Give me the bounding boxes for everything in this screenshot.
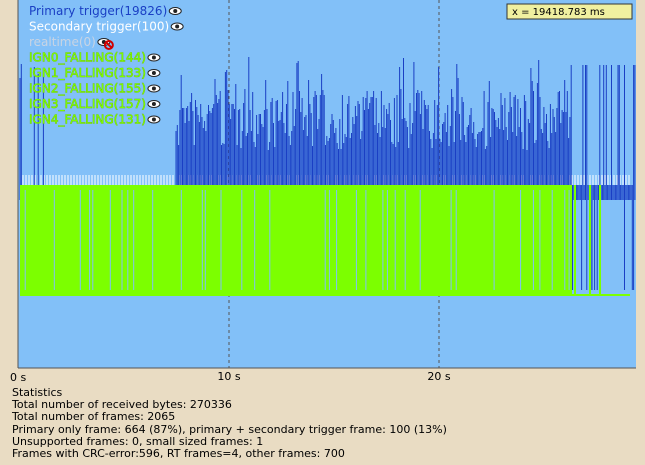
legend-label[interactable]: IGN2_FALLING(155) [29, 81, 147, 96]
visibility-toggle[interactable] [147, 69, 161, 77]
statistics-line: Total number of frames: 2065 [12, 410, 176, 424]
legend-label[interactable]: realtime(0) [29, 35, 96, 49]
legend-label[interactable]: IGN0_FALLING(144) [29, 50, 147, 65]
cursor-readout-box [506, 3, 633, 20]
time-tick-label: 0 s [10, 371, 26, 384]
eye-pupil [151, 102, 156, 106]
eye-pupil [151, 55, 156, 60]
statistics: Statistics Total number of received byte… [12, 386, 447, 461]
statistics-line: Total number of received bytes: 270336 [12, 398, 232, 412]
visibility-toggle[interactable] [147, 115, 161, 124]
statistics-line: Primary only frame: 664 (87%), primary +… [12, 422, 447, 436]
visibility-toggle[interactable] [147, 100, 161, 108]
legend-label[interactable]: Primary trigger(19826) [29, 4, 167, 18]
statistics-line: Unsupported frames: 0, small sized frame… [12, 434, 264, 448]
visibility-toggle[interactable] [97, 38, 114, 50]
visibility-toggle[interactable] [147, 53, 161, 62]
legend-label[interactable]: IGN1_FALLING(133) [29, 66, 147, 81]
legend-label[interactable]: Secondary trigger(100) [29, 20, 169, 34]
eye-pupil [175, 24, 180, 29]
eye-pupil [151, 71, 156, 75]
hidden-slash [105, 41, 113, 49]
ign-gaps [24, 190, 570, 290]
eye-pupil [151, 86, 156, 91]
ign-band [20, 185, 572, 295]
signal-plot: Primary trigger(19826) Secondary trigger(… [10, 0, 636, 384]
time-tick-label: 20 s [427, 370, 450, 383]
eye-pupil [173, 9, 178, 13]
visibility-toggle[interactable] [168, 7, 182, 15]
hidden-icon [103, 40, 114, 50]
eye-pupil [151, 117, 156, 122]
time-tick-label: 10 s [217, 370, 240, 383]
statistics-line: Frames with CRC-error:596, RT frames=4, … [12, 447, 345, 461]
legend-label[interactable]: IGN3_FALLING(157) [29, 97, 147, 112]
legend-label[interactable]: IGN4_FALLING(131) [29, 112, 147, 127]
visibility-toggle[interactable] [170, 22, 184, 31]
visibility-toggle[interactable] [147, 84, 161, 93]
waveforms [19, 57, 636, 296]
cursor-readout: x = 19418.783 ms [512, 7, 605, 18]
legend: Primary trigger(19826) Secondary trigger(… [29, 4, 184, 127]
statistics-title: Statistics [12, 386, 63, 399]
